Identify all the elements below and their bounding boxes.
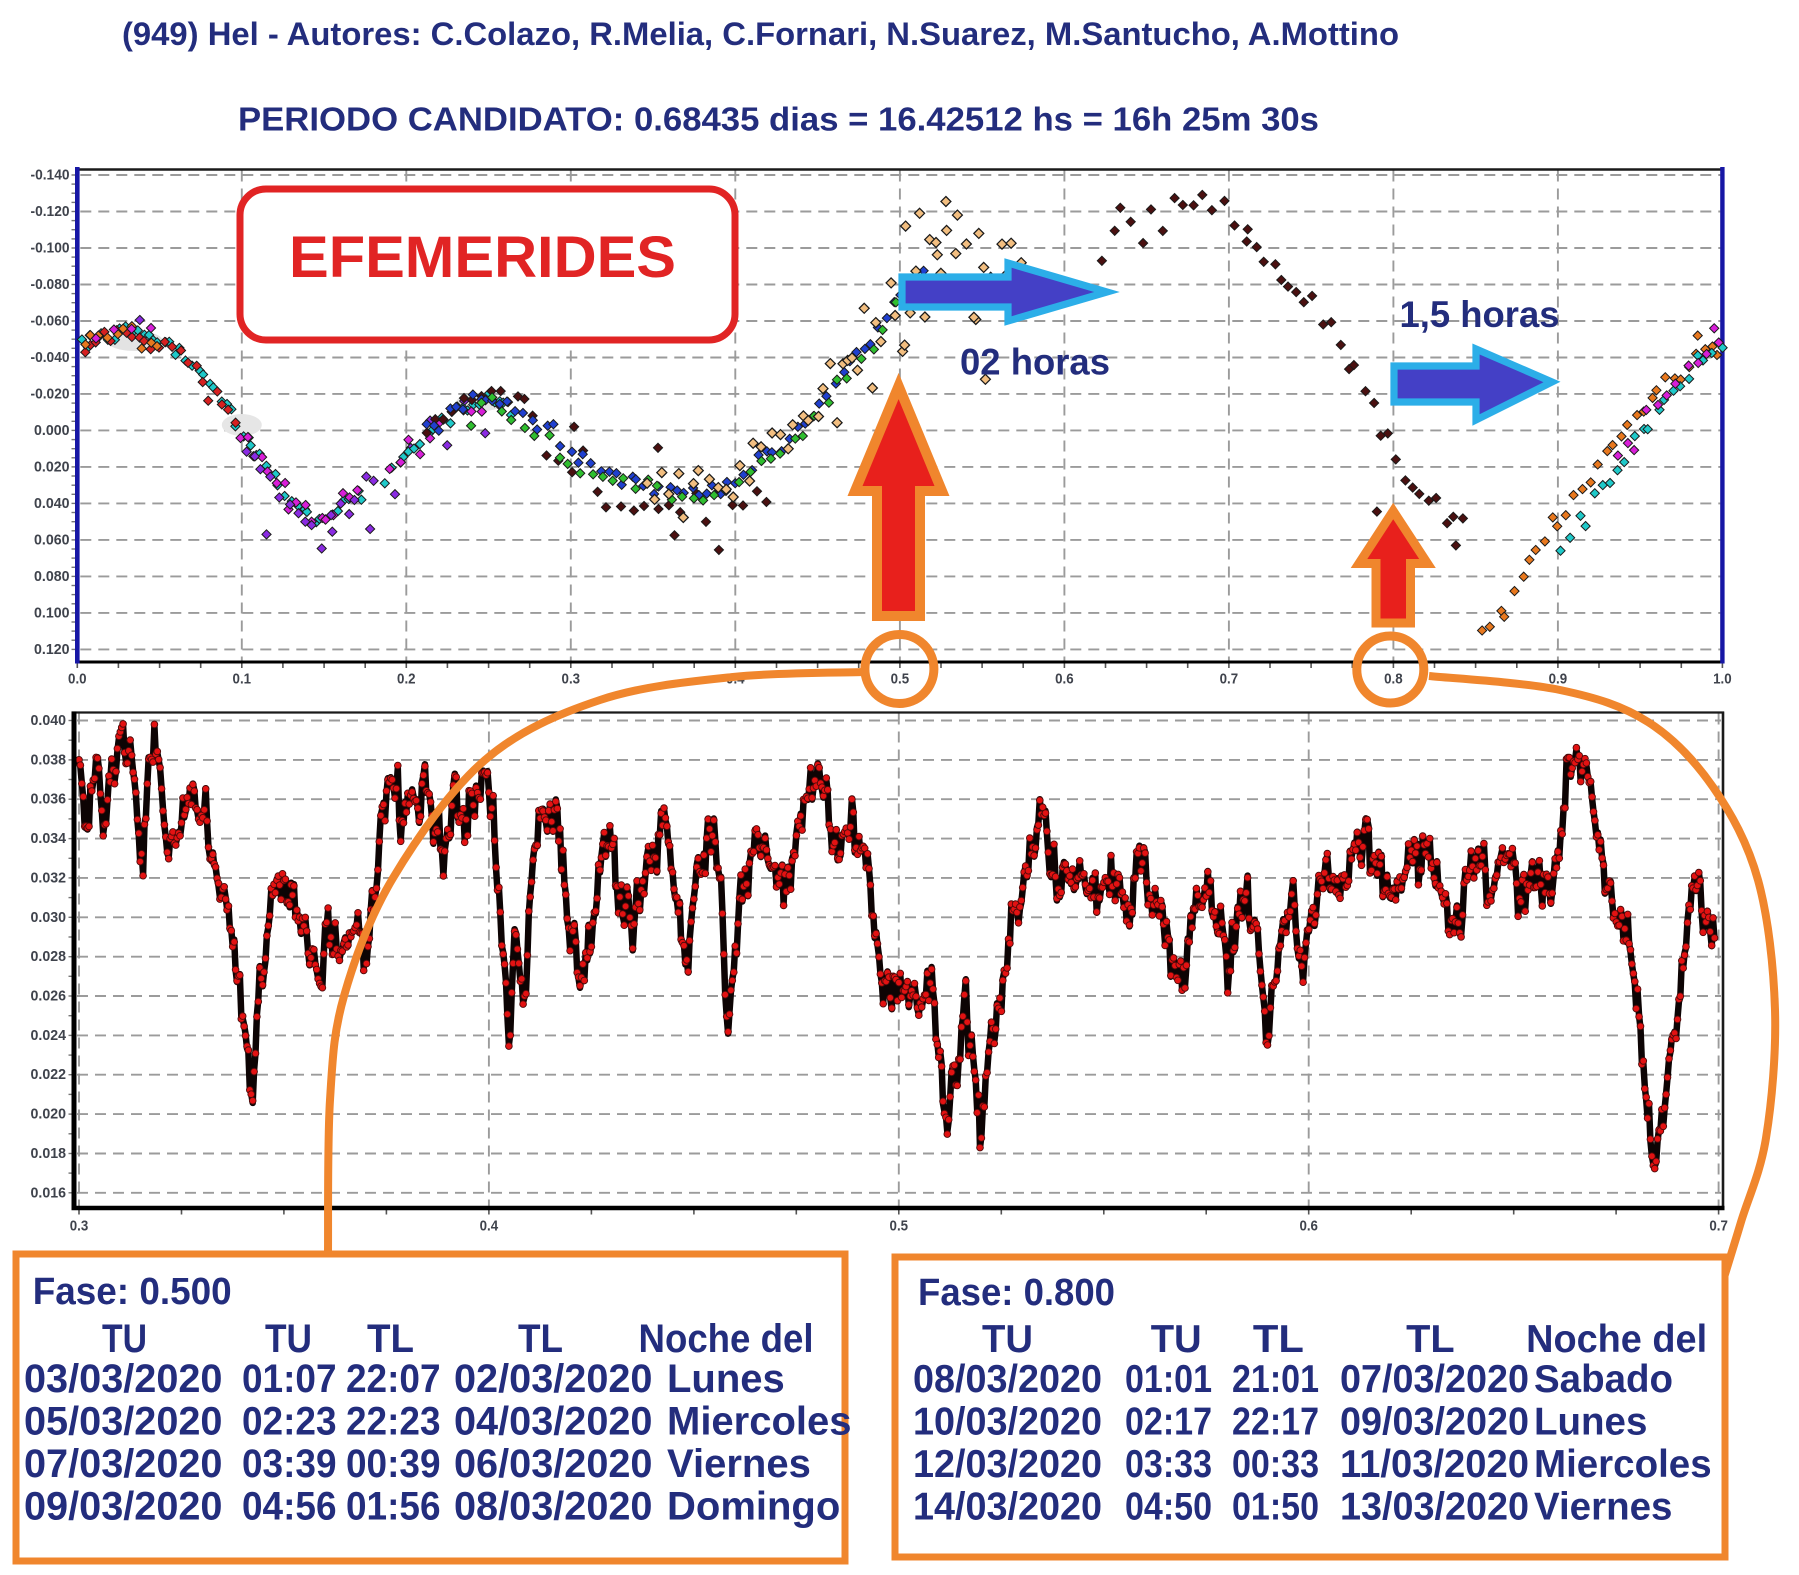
svg-text:22:17: 22:17 [1232,1401,1319,1444]
svg-text:13/03/2020: 13/03/2020 [1340,1486,1529,1529]
svg-text:Viernes: Viernes [667,1442,811,1486]
svg-text:-0.020: -0.020 [31,385,70,402]
svg-text:-0.120: -0.120 [31,203,70,220]
svg-text:-0.040: -0.040 [31,349,70,366]
svg-text:TL: TL [1253,1318,1304,1361]
svg-text:21:01: 21:01 [1232,1358,1319,1401]
svg-text:Miercoles: Miercoles [667,1400,852,1444]
svg-text:01:01: 01:01 [1125,1358,1212,1401]
svg-text:0.026: 0.026 [31,988,67,1005]
svg-text:1.0: 1.0 [1713,671,1732,688]
svg-text:TL: TL [367,1317,414,1361]
svg-text:0.6: 0.6 [1055,671,1074,688]
svg-text:0.6: 0.6 [1299,1218,1318,1235]
svg-text:02/03/2020: 02/03/2020 [454,1357,653,1401]
svg-text:05/03/2020: 05/03/2020 [24,1400,223,1444]
svg-text:04:50: 04:50 [1125,1486,1212,1529]
svg-text:Sabado: Sabado [1534,1358,1673,1401]
svg-text:0.120: 0.120 [34,641,70,658]
svg-text:01:56: 01:56 [346,1485,441,1529]
svg-text:0.2: 0.2 [397,671,416,688]
svg-text:0.100: 0.100 [34,604,70,621]
svg-text:01:07: 01:07 [242,1357,337,1401]
svg-text:00:39: 00:39 [346,1442,441,1486]
svg-text:Miercoles: Miercoles [1534,1443,1712,1486]
svg-text:0.020: 0.020 [34,458,70,475]
svg-text:03:39: 03:39 [242,1442,337,1486]
svg-text:-0.100: -0.100 [31,240,70,257]
svg-text:0.5: 0.5 [891,671,910,688]
svg-text:-0.060: -0.060 [31,313,70,330]
svg-text:Noche del: Noche del [1526,1318,1707,1361]
svg-text:01:50: 01:50 [1232,1486,1319,1529]
svg-text:TU: TU [982,1318,1033,1361]
svg-text:Lunes: Lunes [1534,1401,1647,1444]
svg-text:08/03/2020: 08/03/2020 [913,1358,1102,1401]
svg-text:10/03/2020: 10/03/2020 [913,1401,1102,1444]
svg-text:0.020: 0.020 [31,1106,67,1123]
svg-text:07/03/2020: 07/03/2020 [24,1442,223,1486]
svg-text:1,5 horas: 1,5 horas [1400,294,1560,335]
svg-text:0.7: 0.7 [1709,1218,1728,1235]
svg-text:0.080: 0.080 [34,568,70,585]
svg-text:Fase: 0.500: Fase: 0.500 [33,1271,232,1313]
svg-text:Noche del: Noche del [639,1317,814,1361]
svg-text:02:17: 02:17 [1125,1401,1212,1444]
svg-text:02:23: 02:23 [242,1400,337,1444]
svg-text:Lunes: Lunes [667,1357,785,1401]
svg-text:PERIODO CANDIDATO: 0.68435 dia: PERIODO CANDIDATO: 0.68435 dias = 16.425… [238,101,1319,138]
svg-text:(949) Hel - Autores: C.Colazo,: (949) Hel - Autores: C.Colazo, R.Melia, … [122,16,1399,52]
svg-text:0.7: 0.7 [1220,671,1239,688]
svg-text:12/03/2020: 12/03/2020 [913,1443,1102,1486]
svg-text:TU: TU [1151,1318,1202,1361]
svg-text:0.040: 0.040 [31,712,67,729]
svg-text:0.4: 0.4 [480,1218,499,1235]
svg-text:09/03/2020: 09/03/2020 [24,1485,223,1529]
svg-text:0.9: 0.9 [1549,671,1568,688]
svg-text:06/03/2020: 06/03/2020 [454,1442,653,1486]
svg-text:0.030: 0.030 [31,909,67,926]
svg-text:0.8: 0.8 [1384,671,1403,688]
svg-text:0.0: 0.0 [68,671,87,688]
svg-text:08/03/2020: 08/03/2020 [454,1485,653,1529]
svg-text:Fase: 0.800: Fase: 0.800 [918,1272,1115,1314]
svg-text:0.036: 0.036 [31,791,67,808]
svg-text:0.3: 0.3 [70,1218,89,1235]
svg-text:11/03/2020: 11/03/2020 [1340,1443,1529,1486]
svg-text:0.034: 0.034 [31,830,67,847]
svg-text:02 horas: 02 horas [960,342,1110,383]
svg-text:0.3: 0.3 [562,671,581,688]
svg-text:Viernes: Viernes [1534,1486,1672,1529]
svg-text:04:56: 04:56 [242,1485,337,1529]
svg-text:07/03/2020: 07/03/2020 [1340,1358,1529,1401]
svg-text:EFEMERIDES: EFEMERIDES [289,225,676,290]
svg-text:0.032: 0.032 [31,869,67,886]
svg-text:0.024: 0.024 [31,1027,67,1044]
svg-text:TU: TU [265,1317,312,1361]
svg-text:0.038: 0.038 [31,751,67,768]
svg-text:0.000: 0.000 [34,422,70,439]
svg-text:04/03/2020: 04/03/2020 [454,1400,653,1444]
svg-text:0.016: 0.016 [31,1184,67,1201]
svg-text:09/03/2020: 09/03/2020 [1340,1401,1529,1444]
svg-text:0.028: 0.028 [31,948,67,965]
svg-text:0.022: 0.022 [31,1066,67,1083]
svg-text:TU: TU [102,1317,147,1361]
svg-text:0.018: 0.018 [31,1145,67,1162]
svg-text:-0.080: -0.080 [31,276,70,293]
svg-text:00:33: 00:33 [1232,1443,1319,1486]
svg-text:Domingo: Domingo [667,1485,840,1529]
svg-text:22:23: 22:23 [346,1400,441,1444]
svg-text:0.1: 0.1 [233,671,252,688]
svg-text:0.5: 0.5 [890,1218,909,1235]
svg-text:TL: TL [1406,1318,1455,1361]
svg-text:TL: TL [518,1317,563,1361]
svg-text:0.060: 0.060 [34,531,70,548]
svg-text:14/03/2020: 14/03/2020 [913,1486,1102,1529]
svg-text:22:07: 22:07 [346,1357,441,1401]
svg-text:0.040: 0.040 [34,495,70,512]
svg-text:-0.140: -0.140 [31,167,70,184]
svg-text:03:33: 03:33 [1125,1443,1212,1486]
svg-text:03/03/2020: 03/03/2020 [24,1357,223,1401]
